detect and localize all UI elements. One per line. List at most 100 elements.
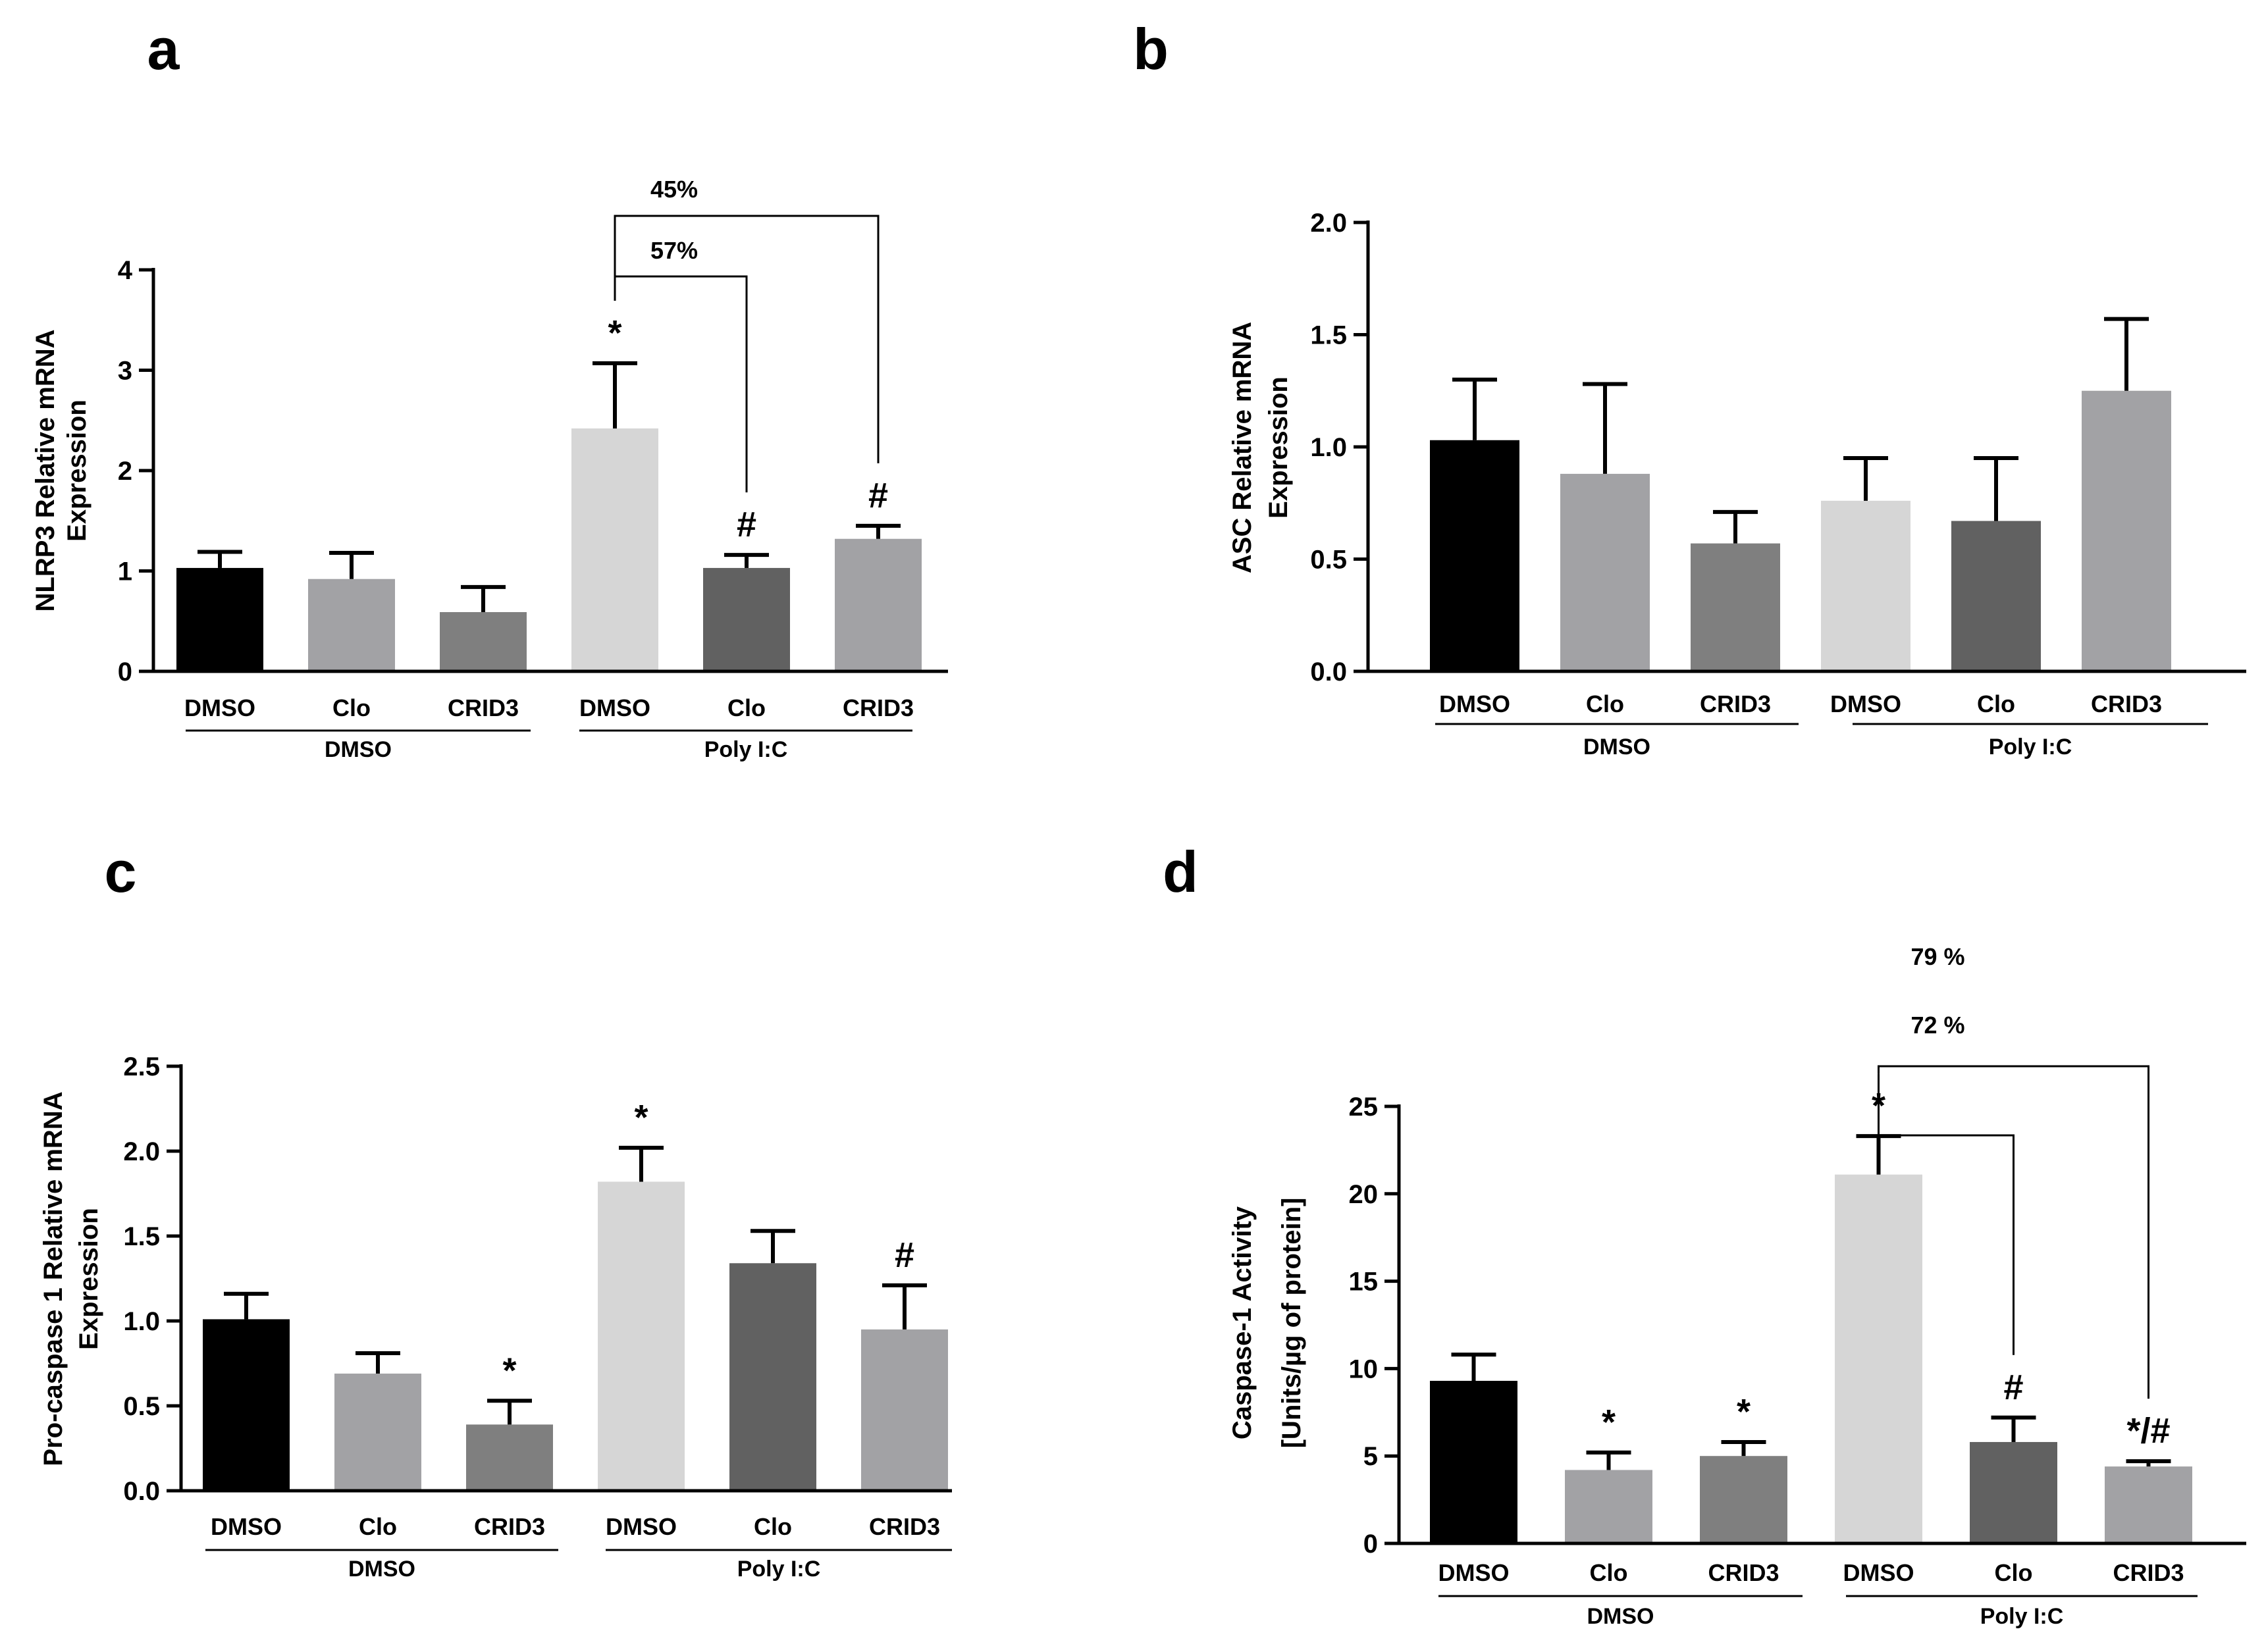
y-tick-label: 0 <box>1363 1530 1378 1559</box>
bar <box>334 1373 421 1491</box>
bar <box>1700 1456 1787 1543</box>
y-tick-label: 20 <box>1349 1180 1379 1209</box>
category-label: DMSO <box>1438 1559 1510 1586</box>
category-label: Clo <box>359 1513 397 1540</box>
y-tick-label: 15 <box>1349 1268 1379 1297</box>
significance-marker: # <box>868 476 888 515</box>
y-tick-label: 4 <box>118 256 133 285</box>
significance-marker: * <box>1602 1403 1616 1442</box>
significance-marker: # <box>737 505 756 544</box>
bar <box>466 1424 553 1491</box>
bar <box>2082 390 2171 671</box>
comparison-bracket <box>1878 1073 2015 1355</box>
y-tick-label: 1.5 <box>1310 321 1347 350</box>
group-label: DMSO <box>325 737 392 762</box>
bar <box>203 1319 290 1491</box>
bar <box>1430 440 1519 671</box>
comparison-label: 45% <box>650 176 698 203</box>
y-tick-label: 1.0 <box>1310 433 1347 462</box>
comparison-label: 79 % <box>1910 943 1964 970</box>
significance-marker: # <box>895 1235 914 1275</box>
bar <box>1970 1441 2057 1543</box>
y-tick-label: 2.5 <box>123 1052 160 1081</box>
y-tick-label: 2.0 <box>123 1137 160 1166</box>
category-label: DMSO <box>1830 690 1901 717</box>
y-tick-label: 5 <box>1363 1442 1378 1471</box>
panel-letter: b <box>1133 16 1169 82</box>
category-label: CRID3 <box>869 1513 940 1540</box>
group-label: DMSO <box>348 1557 415 1582</box>
panel-letter: c <box>105 839 137 904</box>
chart-panel-b: b DMSO Clo CRID3 DMSO Clo CRID3 0.0 0.5 1.0 1.5 2.0… <box>1133 16 2246 760</box>
significance-marker: */# <box>2126 1411 2170 1451</box>
y-tick-label: 0.5 <box>1310 546 1347 575</box>
bar <box>703 567 790 671</box>
y-tick-label: 1 <box>118 557 132 586</box>
y-axis-label: Expression <box>63 400 92 542</box>
y-tick-label: 10 <box>1349 1355 1379 1383</box>
category-label: DMSO <box>184 694 255 721</box>
y-tick-label: 2.0 <box>1310 209 1347 238</box>
category-label: CRID3 <box>843 694 914 721</box>
bar <box>2105 1466 2192 1543</box>
y-tick-label: 0.5 <box>123 1392 160 1421</box>
category-label: Clo <box>1977 690 2015 717</box>
chart-panel-a: a DMSO Clo CRID3 * DMSO # Clo # CRID3 0 1 2 3 4 NLRP3 R… <box>31 16 948 762</box>
bar <box>1821 500 1910 671</box>
category-label: DMSO <box>211 1513 282 1540</box>
bar <box>729 1263 816 1491</box>
category-label: CRID3 <box>1700 690 1771 717</box>
category-label: DMSO <box>1439 690 1510 717</box>
category-label: DMSO <box>1843 1559 1914 1586</box>
y-axis-label: Expression <box>74 1208 103 1350</box>
category-label: Clo <box>727 694 766 721</box>
bar <box>861 1329 948 1491</box>
category-label: DMSO <box>606 1513 677 1540</box>
category-label: Clo <box>332 694 371 721</box>
bar <box>835 538 922 671</box>
bar <box>1835 1174 1922 1543</box>
significance-marker: * <box>502 1351 516 1390</box>
y-tick-label: 1.0 <box>123 1307 160 1336</box>
category-label: CRID3 <box>474 1513 545 1540</box>
category-label: Clo <box>1995 1559 2033 1586</box>
y-tick-label: 1.5 <box>123 1222 160 1251</box>
y-tick-label: 0 <box>118 658 132 686</box>
bar <box>440 612 527 671</box>
chart-panel-c: c DMSO Clo * CRID3 * DMSO Clo # CRID3 0.0 0.5 1.0 1.5… <box>39 839 952 1582</box>
y-axis-label: Caspase-1 Activity <box>1228 1206 1257 1439</box>
significance-marker: * <box>608 313 621 353</box>
panel-letter: d <box>1163 839 1198 904</box>
y-tick-label: 2 <box>118 457 132 486</box>
y-axis-label: NLRP3 Relative mRNA <box>31 329 60 611</box>
bar <box>598 1181 685 1491</box>
category-label: Clo <box>1586 690 1624 717</box>
significance-marker: * <box>634 1098 648 1137</box>
comparison-label: 57% <box>650 237 698 264</box>
significance-marker: # <box>2003 1368 2023 1407</box>
y-tick-label: 3 <box>118 357 132 386</box>
group-label: DMSO <box>1587 1604 1654 1629</box>
category-label: CRID3 <box>2113 1559 2184 1586</box>
group-label: DMSO <box>1583 735 1650 760</box>
category-label: CRID3 <box>1708 1559 1779 1586</box>
significance-marker: * <box>1737 1392 1751 1432</box>
bar <box>308 579 395 671</box>
y-axis-label: [Units/µg of protein] <box>1277 1198 1306 1449</box>
chart-panel-d: dDMSO*Clo*CRID3*DMSO#Clo*/#CRID305101520… <box>1163 839 2246 1629</box>
group-label: Poly I:C <box>704 737 788 762</box>
comparison-label: 72 % <box>1910 1012 1964 1039</box>
category-label: CRID3 <box>448 694 519 721</box>
category-label: Clo <box>754 1513 792 1540</box>
y-axis-label: Pro-caspase 1 Relative mRNA <box>39 1091 68 1466</box>
category-label: DMSO <box>579 694 650 721</box>
bar <box>571 428 658 671</box>
y-tick-label: 0.0 <box>1310 658 1347 686</box>
bar <box>1560 473 1650 671</box>
y-axis-label: ASC Relative mRNA <box>1228 322 1257 573</box>
y-tick-label: 25 <box>1349 1093 1379 1122</box>
bar <box>1691 543 1780 671</box>
bar <box>1951 521 2041 671</box>
panel-letter: a <box>147 16 180 82</box>
